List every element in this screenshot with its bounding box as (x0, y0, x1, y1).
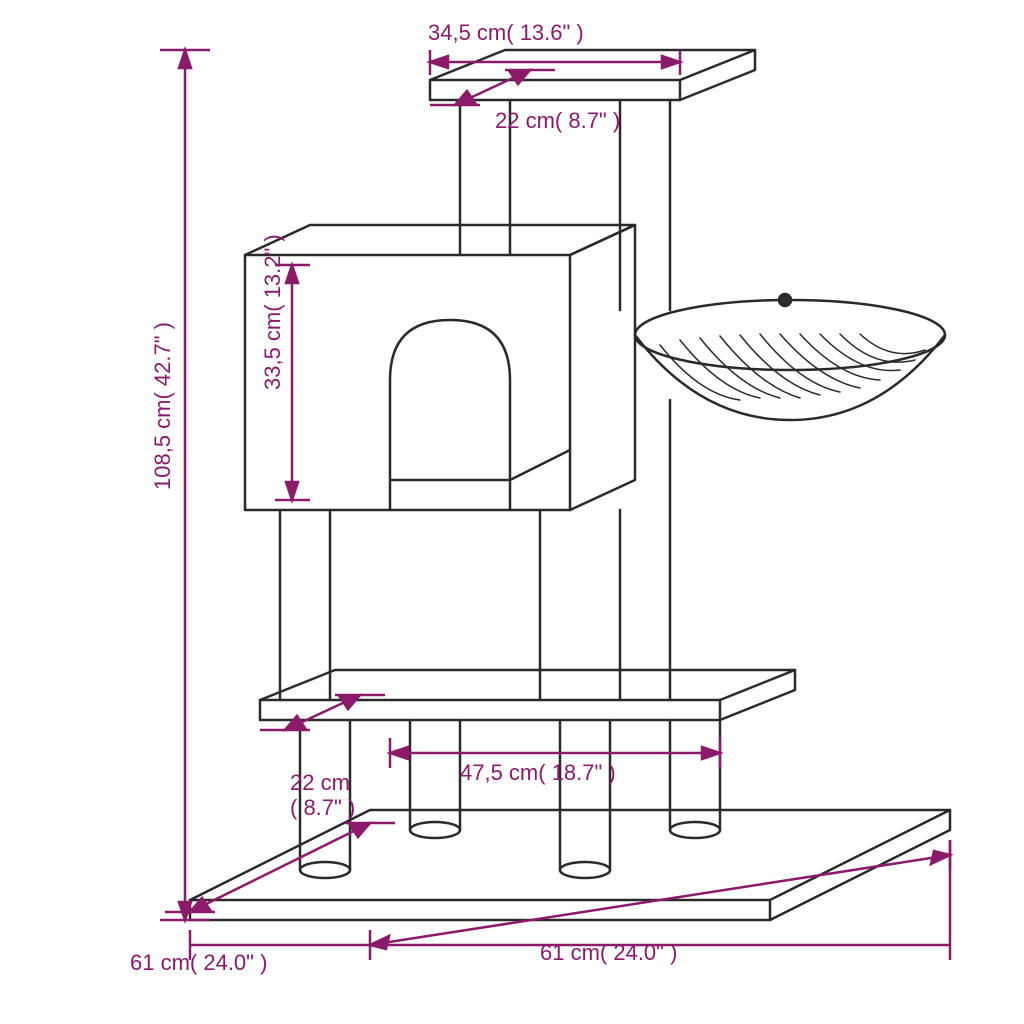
label-step-width: 47,5 cm( 18.7" ) (460, 760, 616, 785)
dimension-lines (160, 50, 950, 960)
label-base-depth: 61 cm( 24.0" ) (130, 950, 267, 975)
label-step-depth: 22 cm (290, 770, 350, 795)
label-height: 108,5 cm( 42.7" ) (150, 322, 175, 490)
cat-tree-diagram: 108,5 cm( 42.7" ) 34,5 cm( 13.6" ) 22 cm… (0, 0, 1024, 1024)
label-base-width: 61 cm( 24.0" ) (540, 940, 677, 965)
label-box-height: 33,5 cm( 13.2" ) (260, 234, 285, 390)
label-top-width: 34,5 cm( 13.6" ) (428, 20, 584, 45)
label-step-depth2: ( 8.7" ) (290, 795, 355, 820)
label-top-depth: 22 cm( 8.7" ) (495, 108, 620, 133)
